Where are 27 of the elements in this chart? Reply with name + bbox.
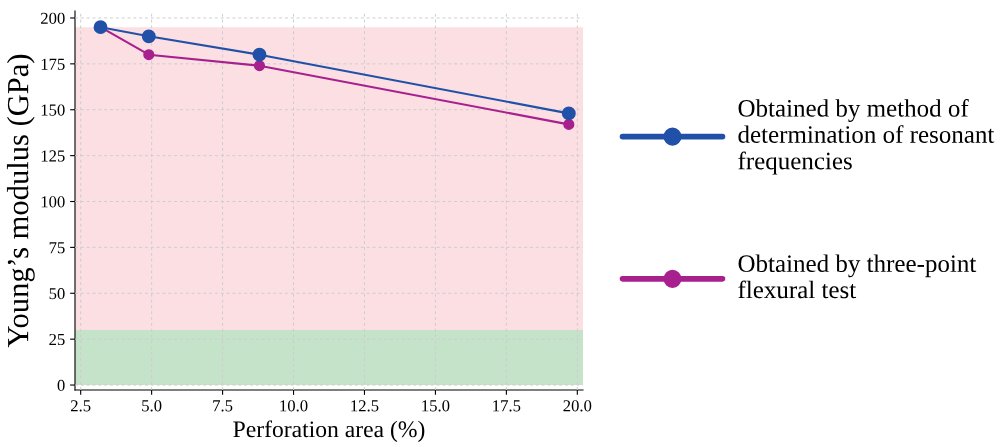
- y-tick-label: 200: [41, 12, 65, 24]
- point: [253, 60, 266, 72]
- point: [143, 49, 155, 61]
- point: [561, 106, 576, 121]
- y-tick-label: 175: [41, 58, 65, 70]
- x-tick-label: 20.0: [563, 400, 592, 412]
- x-tick-label: 17.5: [493, 400, 521, 412]
- point: [141, 29, 156, 44]
- y-tick-label: 75: [49, 242, 65, 254]
- legend-label: Obtained by method of determination of resonant frequencies: [738, 98, 995, 175]
- y-tick-label: 0: [57, 379, 65, 391]
- y-axis-title: Young’s modulus (GPa): [6, 54, 35, 348]
- x-tick-label: 2.5: [70, 400, 91, 412]
- y-tick-label: 100: [41, 196, 65, 208]
- x-tick-label: 10.0: [280, 400, 308, 412]
- x-tick-label: 12.5: [351, 400, 379, 412]
- y-tick-label: 150: [41, 104, 65, 116]
- point: [563, 118, 575, 130]
- y-tick-label: 125: [41, 150, 65, 162]
- legend-label: Obtained by three-point flexural test: [738, 254, 977, 299]
- x-tick-label: 15.0: [422, 400, 450, 412]
- x-tick-label: 5.0: [142, 400, 162, 412]
- y-tick-label: 50: [49, 287, 65, 300]
- x-axis-title: Perforation area (%): [233, 420, 425, 443]
- x-tick-label: 7.5: [213, 400, 233, 412]
- point: [252, 47, 267, 62]
- y-tick-label: 25: [49, 333, 65, 346]
